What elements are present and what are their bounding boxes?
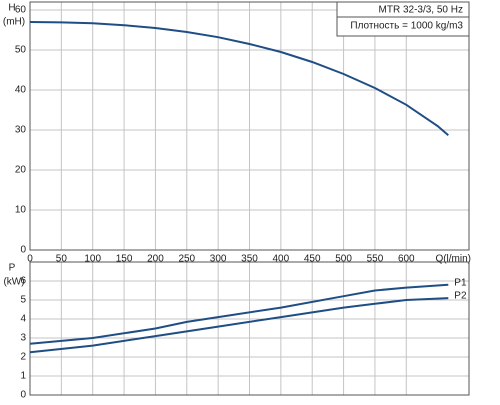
y-tick-label: 0 bbox=[20, 390, 26, 400]
y-tick-label: 6 bbox=[20, 276, 26, 287]
y-tick-label: 2 bbox=[20, 352, 26, 363]
curve bbox=[29, 297, 449, 354]
x-tick-label: 400 bbox=[273, 254, 290, 265]
x-tick-label: 50 bbox=[56, 254, 68, 265]
curve bbox=[29, 21, 449, 136]
x-tick-label: 300 bbox=[210, 254, 227, 265]
y-tick-label: 1 bbox=[20, 371, 26, 382]
x-tick-label: 600 bbox=[398, 254, 415, 265]
plot-frame bbox=[29, 261, 470, 396]
curve bbox=[29, 283, 449, 345]
y-axis-label: P bbox=[9, 263, 16, 274]
plot-frame bbox=[29, 1, 470, 251]
x-tick-label: 450 bbox=[304, 254, 321, 265]
y-tick-label: 3 bbox=[20, 333, 26, 344]
legend-label: P1 bbox=[454, 277, 467, 288]
y-tick-label: 4 bbox=[20, 314, 26, 325]
y-tick-label: 50 bbox=[15, 45, 27, 56]
y-tick-label: 60 bbox=[15, 5, 27, 16]
y-axis-unit: (kW) bbox=[3, 277, 24, 288]
legend-label: P2 bbox=[454, 291, 467, 302]
y-axis-label: H bbox=[8, 3, 15, 14]
annotation-box bbox=[336, 1, 470, 37]
y-tick-label: 20 bbox=[15, 165, 27, 176]
x-tick-label: 500 bbox=[335, 254, 352, 265]
annotation: Плотность = 1000 kg/m3 bbox=[350, 21, 463, 32]
x-tick-label: 0 bbox=[27, 254, 33, 265]
y-tick-label: 5 bbox=[20, 295, 26, 306]
y-tick-label: 40 bbox=[15, 85, 27, 96]
y-tick-label: 10 bbox=[15, 205, 27, 216]
annotation: MTR 32-3/3, 50 Hz bbox=[379, 5, 463, 16]
y-axis-unit: (mH) bbox=[3, 17, 25, 28]
x-axis-label: Q(l/min) bbox=[435, 254, 471, 265]
y-tick-label: 30 bbox=[15, 125, 27, 136]
x-tick-label: 150 bbox=[116, 254, 133, 265]
x-tick-label: 100 bbox=[84, 254, 101, 265]
y-tick-label: 0 bbox=[20, 245, 26, 256]
x-tick-label: 250 bbox=[178, 254, 195, 265]
x-tick-label: 200 bbox=[147, 254, 164, 265]
x-tick-label: 350 bbox=[241, 254, 258, 265]
x-tick-label: 550 bbox=[367, 254, 384, 265]
